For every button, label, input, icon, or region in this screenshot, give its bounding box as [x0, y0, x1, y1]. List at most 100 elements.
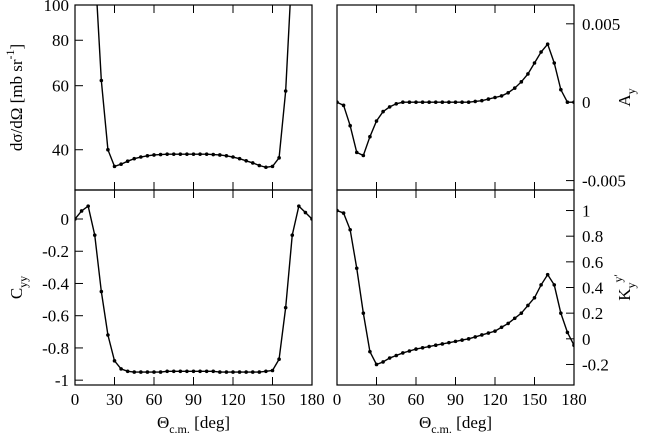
data-point: [270, 164, 275, 169]
data-point: [486, 97, 491, 101]
y-tick-label: 0: [582, 93, 591, 112]
data-point: [381, 109, 385, 114]
data-point: [447, 100, 451, 105]
y-tick-label: 0.4: [582, 279, 604, 298]
data-point: [368, 349, 372, 354]
y-tick-label: 40: [52, 141, 69, 160]
data-point: [460, 100, 464, 105]
data-point: [519, 80, 524, 84]
data-point: [92, 233, 97, 237]
x-tick-label: 150: [522, 390, 548, 409]
label-text: ]: [7, 44, 26, 50]
y-tick-label: 1: [582, 202, 591, 221]
data-point: [277, 156, 281, 160]
data-point: [460, 338, 464, 342]
data-point: [79, 209, 84, 213]
data-point: [407, 349, 412, 353]
series-line: [75, 204, 312, 373]
data-point: [178, 369, 183, 374]
y-tick-label: 0.6: [582, 253, 603, 272]
data-point: [119, 367, 123, 371]
data-point: [552, 283, 557, 287]
series-line: [96, 5, 291, 168]
data-point: [145, 153, 150, 158]
data-point: [106, 147, 110, 152]
data-point: [211, 369, 216, 374]
plot-area: [337, 42, 574, 158]
data-point: [572, 343, 574, 348]
axis-label: Kyy': [611, 274, 638, 300]
data-point: [277, 357, 281, 362]
data-point: [231, 155, 235, 159]
data-point: [559, 311, 563, 315]
superscript: y': [611, 274, 625, 282]
x-tick-label: 90: [447, 390, 464, 409]
x-tick-label: 90: [185, 390, 202, 409]
data-point: [99, 78, 104, 83]
data-point: [152, 153, 156, 157]
data-point: [185, 369, 189, 374]
y-tick-label: 100: [44, 0, 70, 15]
data-point: [264, 369, 268, 374]
label-text: Θ: [157, 413, 169, 432]
data-point: [237, 156, 242, 161]
label-text: A: [615, 94, 634, 107]
label-text: C: [7, 288, 26, 299]
x-tick-label: 120: [482, 390, 508, 409]
x-tick-label: 180: [561, 390, 587, 409]
data-point: [368, 134, 372, 139]
data-point: [407, 100, 412, 105]
x-tick-label: 150: [260, 390, 286, 409]
data-point: [178, 152, 183, 156]
x-tick-label: 120: [220, 390, 246, 409]
data-point: [270, 368, 275, 373]
data-point: [310, 217, 312, 221]
data-point: [512, 316, 517, 321]
data-point: [394, 101, 399, 106]
data-point: [381, 360, 385, 364]
data-point: [466, 337, 471, 341]
data-point: [532, 61, 537, 65]
data-point: [125, 159, 130, 164]
subscript: yy: [16, 276, 30, 288]
data-point: [572, 100, 574, 105]
data-point: [283, 89, 288, 93]
data-point: [499, 325, 504, 330]
data-point: [440, 342, 445, 346]
y-tick-label: 0: [61, 210, 70, 229]
data-point: [466, 100, 471, 105]
data-point: [447, 340, 451, 345]
data-point: [125, 369, 130, 374]
data-point: [480, 333, 484, 337]
data-point: [526, 72, 530, 76]
data-point: [191, 152, 196, 156]
label-text: dσ/dΩ [mb sr: [7, 59, 26, 151]
x-tick-label: 180: [299, 390, 325, 409]
superscript: -1: [3, 49, 17, 59]
data-point: [506, 90, 510, 95]
data-point: [440, 100, 445, 105]
data-point: [244, 158, 248, 163]
data-point: [473, 99, 478, 104]
label-text: [deg]: [190, 413, 230, 432]
data-point: [394, 353, 399, 358]
data-point: [486, 331, 491, 335]
data-point: [526, 303, 530, 308]
data-point: [532, 295, 537, 300]
data-point: [231, 370, 235, 374]
data-point: [237, 370, 242, 374]
data-point: [303, 210, 308, 215]
data-point: [387, 105, 392, 109]
data-point: [106, 333, 110, 337]
data-point: [250, 161, 255, 165]
data-point: [519, 311, 524, 315]
data-point: [132, 370, 137, 374]
data-point: [565, 100, 570, 105]
data-point: [354, 266, 359, 271]
data-point: [224, 370, 229, 374]
data-point: [552, 61, 557, 65]
data-point: [539, 50, 543, 54]
label-text: Θ: [419, 413, 431, 432]
data-point: [453, 100, 458, 105]
